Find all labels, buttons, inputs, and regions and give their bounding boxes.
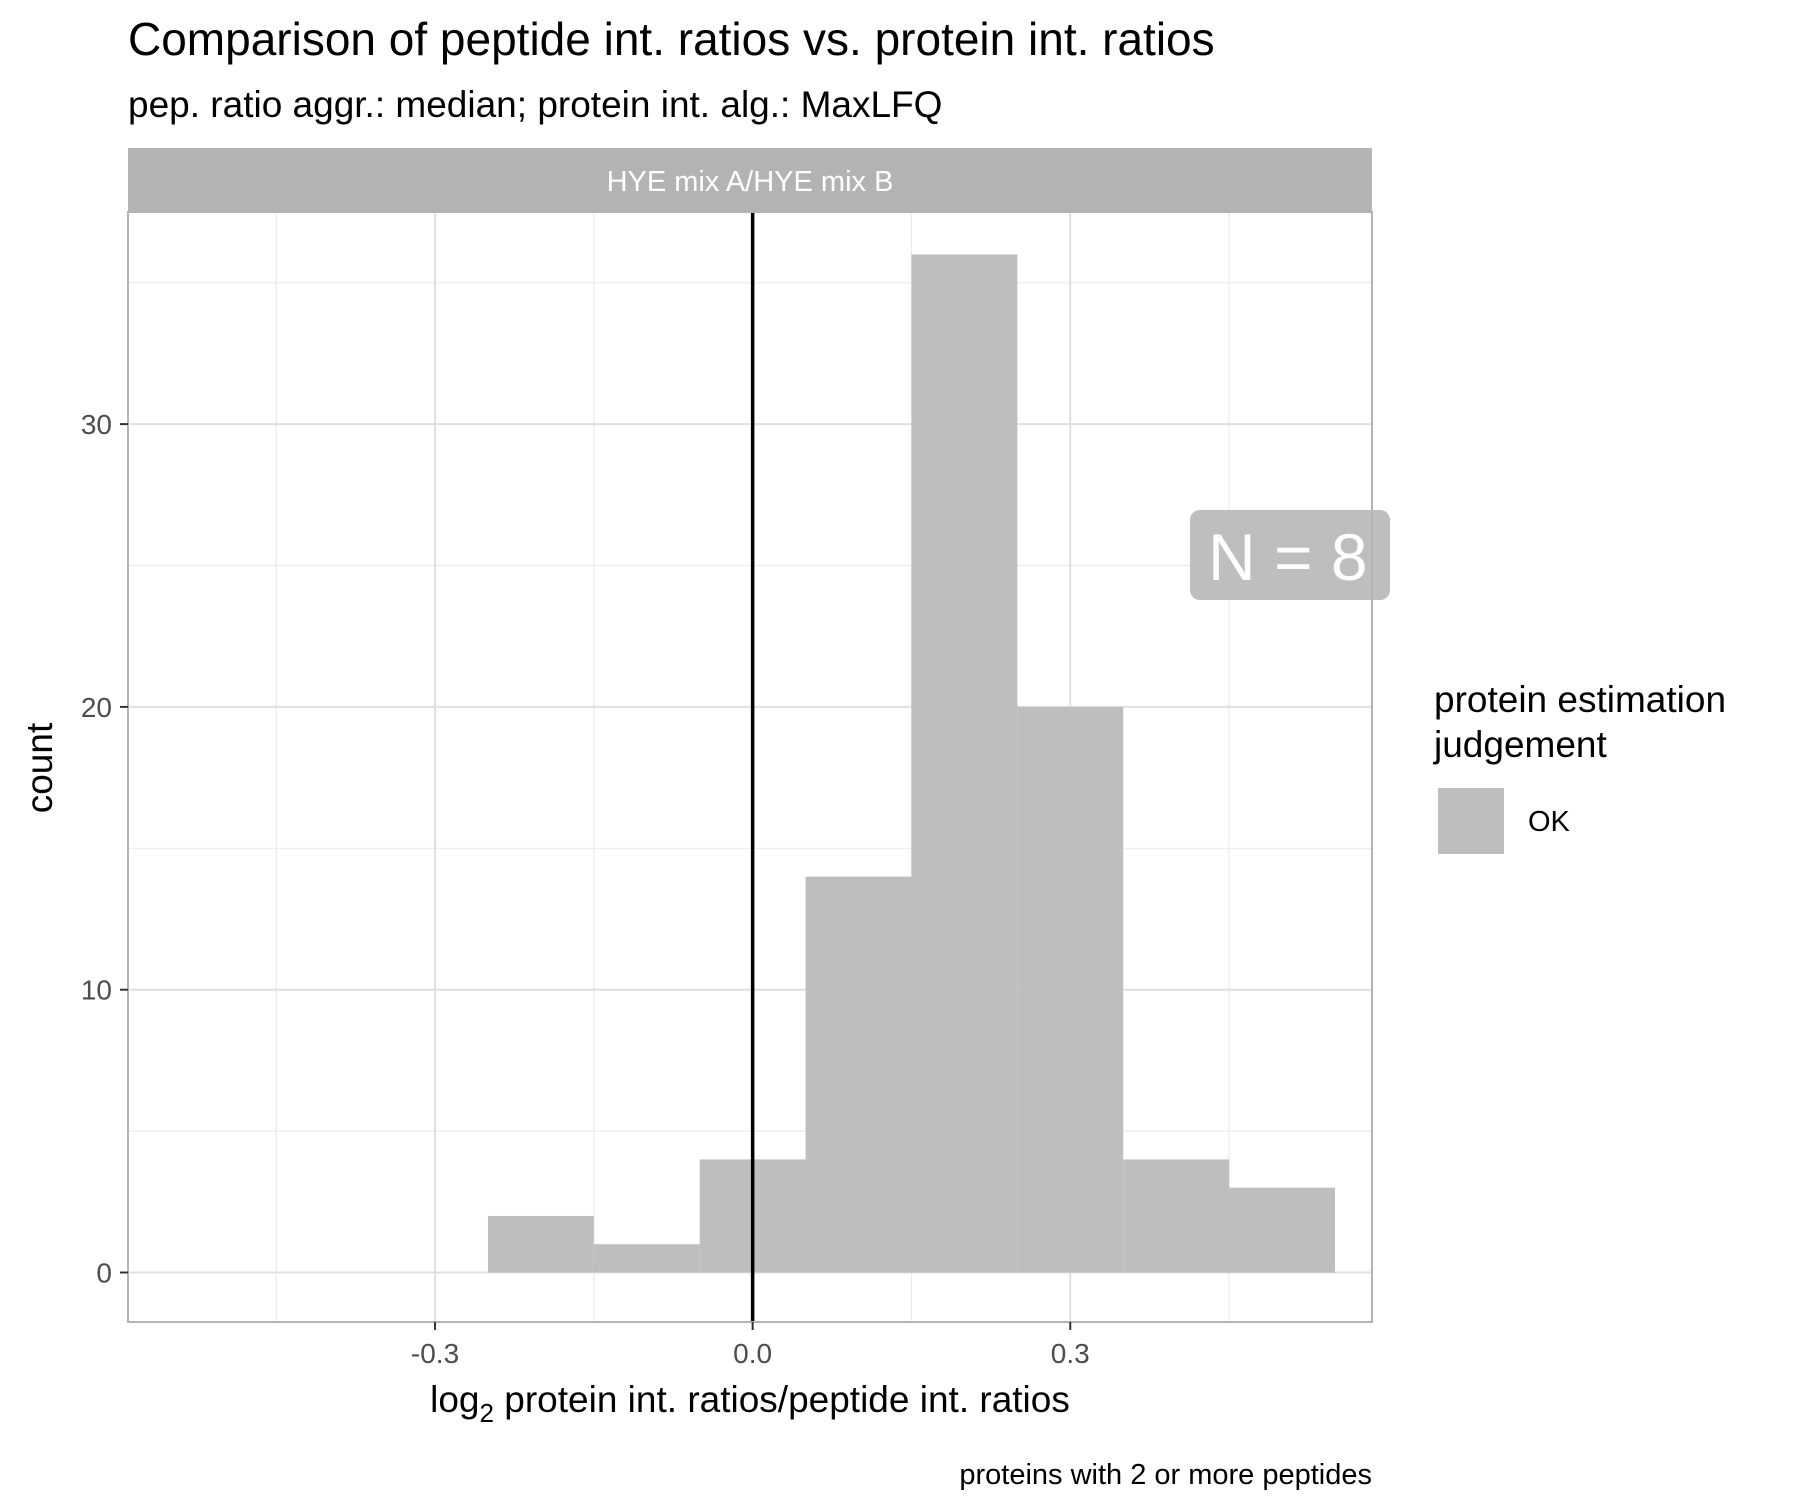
histogram-bar [805,876,912,1273]
legend-title: protein estimation judgement [1433,679,1726,765]
legend-key-ok [1438,788,1504,854]
chart-title: Comparison of peptide int. ratios vs. pr… [128,13,1215,65]
legend-title-line-1: protein estimation [1434,679,1726,720]
legend-title-line-2: judgement [1433,724,1608,765]
n-annotation-label: N = 8 [1208,520,1368,594]
y-tick-label: 0 [96,1258,112,1289]
legend: protein estimation judgement OK [1433,679,1726,854]
x-axis-title-log: log [430,1379,479,1420]
x-axis: -0.3 0.0 0.3 [411,1322,1090,1369]
y-axis-title: count [19,722,60,813]
y-tick-label: 30 [81,409,112,440]
histogram-bar [1123,1159,1230,1273]
chart-subtitle: pep. ratio aggr.: median; protein int. a… [128,84,942,125]
y-axis: 0 10 20 30 [81,409,128,1289]
x-axis-title-text: protein int. ratios/peptide int. ratios [494,1379,1070,1420]
legend-label-ok: OK [1528,806,1571,838]
facet-strip-label: HYE mix A/HYE mix B [607,166,894,198]
x-tick-label: 0.3 [1051,1338,1090,1369]
n-annotation-background [1190,510,1390,600]
histogram-bar [487,1215,594,1273]
y-tick-label: 20 [81,692,112,723]
x-axis-title-subscript: 2 [480,1398,494,1428]
x-axis-title: log2 protein int. ratios/peptide int. ra… [430,1379,1070,1428]
n-annotation: N = 8 [1190,510,1390,600]
histogram-bar [911,254,1018,1273]
histogram-bars [487,254,1335,1273]
x-tick-label: 0.0 [733,1338,772,1369]
x-tick-label: -0.3 [411,1338,459,1369]
histogram-bar [1229,1187,1335,1273]
chart-caption: proteins with 2 or more peptides [959,1459,1372,1491]
panel-border [127,211,1373,1323]
histogram-bar [1017,706,1124,1273]
y-tick-label: 10 [81,975,112,1006]
facet-strip [128,148,1372,212]
histogram-bar [593,1244,700,1273]
plot-panel: N = 8 [127,211,1390,1323]
panel-background [128,212,1372,1322]
